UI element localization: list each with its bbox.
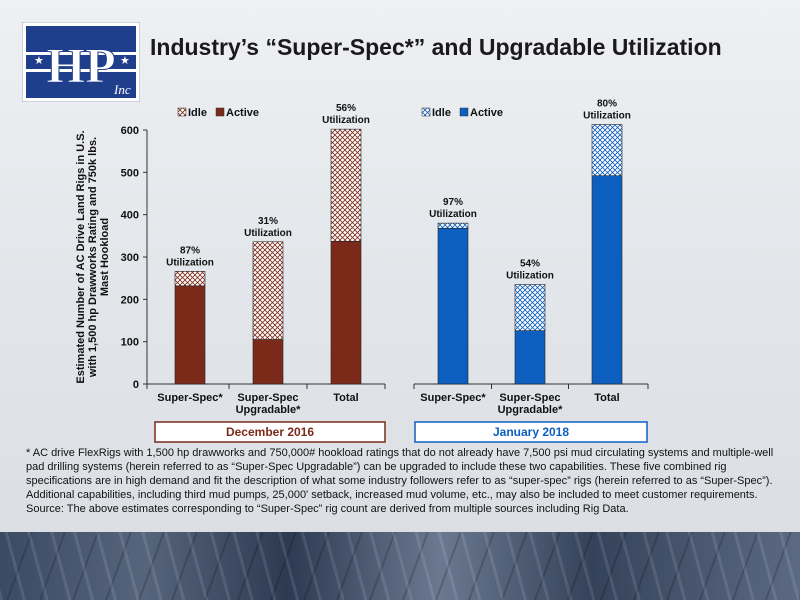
utilization-percent: 87% (180, 245, 200, 256)
x-tick-label: Upgradable* (498, 404, 564, 416)
y-tick-label: 0 (133, 379, 139, 391)
footnote-text: * AC drive FlexRigs with 1,500 hp drawwo… (26, 447, 774, 501)
utilization-label: Utilization (583, 110, 631, 121)
bar-active (252, 339, 284, 385)
utilization-percent: 56% (336, 103, 356, 114)
page-title: Industry’s “Super-Spec*” and Upgradable … (150, 34, 722, 60)
bar-active (591, 175, 623, 385)
y-axis-title-line: Estimated Number of AC Drive Land Rigs i… (75, 130, 87, 383)
y-axis-title-line: with 1,500 hp Drawworks Rating and 750k … (87, 137, 99, 378)
y-tick-label: 500 (121, 167, 139, 179)
bar-active (514, 330, 546, 385)
x-tick-label: Total (594, 392, 619, 404)
bar-idle (252, 241, 284, 340)
period-box (414, 421, 648, 443)
legend-swatch-active (215, 107, 225, 117)
legend-swatch-active (459, 107, 469, 117)
utilization-label: Utilization (429, 209, 477, 220)
utilization-percent: 31% (258, 216, 278, 227)
legend-label-idle: Idle (432, 107, 451, 119)
source-text: Source: The above estimates correspondin… (26, 503, 629, 515)
legend-label-active: Active (470, 107, 503, 119)
x-tick-label: Upgradable* (236, 404, 302, 416)
bar-idle (330, 128, 362, 242)
period-box (154, 421, 386, 443)
period-label: December 2016 (226, 425, 314, 439)
bar-active (174, 285, 206, 385)
utilization-label: Utilization (166, 257, 214, 268)
utilization-chart: 0 100 200 300 400 500 600 Estimated Number of A… (75, 98, 649, 443)
bar-active (437, 227, 469, 385)
legend-label-active: Active (226, 107, 259, 119)
y-tick-label: 100 (121, 337, 139, 349)
svg-text:★: ★ (120, 55, 130, 67)
y-axis-title-line: Mast Hookload (99, 218, 111, 296)
y-tick-label: 300 (121, 252, 139, 264)
utilization-percent: 97% (443, 197, 463, 208)
bar-idle (591, 124, 623, 177)
y-tick-label: 400 (121, 210, 139, 222)
period-label: January 2018 (493, 425, 569, 439)
bar-idle (514, 284, 546, 331)
x-tick-label: Super-Spec* (157, 392, 223, 404)
utilization-label: Utilization (506, 271, 554, 282)
bar-active (330, 241, 362, 385)
y-tick-label: 200 (121, 294, 139, 306)
footnote: * AC drive FlexRigs with 1,500 hp drawwo… (26, 446, 778, 516)
svg-text:Inc: Inc (113, 82, 131, 97)
x-tick-label: Super-Spec* (420, 392, 486, 404)
utilization-label: Utilization (244, 228, 292, 239)
utilization-label: Utilization (322, 115, 370, 126)
y-tick-label: 600 (121, 125, 139, 137)
legend-swatch-idle (421, 107, 431, 117)
utilization-percent: 54% (520, 259, 540, 270)
svg-text:HP: HP (46, 37, 115, 93)
bar-idle (174, 271, 206, 287)
decorative-rig-banner (0, 532, 800, 600)
utilization-percent: 80% (597, 98, 617, 109)
legend-swatch-idle (177, 107, 187, 117)
x-tick-label: Super-Spec (499, 392, 560, 404)
svg-text:★: ★ (34, 55, 44, 67)
x-tick-label: Super-Spec (237, 392, 298, 404)
x-tick-label: Total (333, 392, 358, 404)
hp-logo: HP Inc ★ ★ (21, 21, 141, 103)
bar-idle (437, 222, 469, 229)
legend-label-idle: Idle (188, 107, 207, 119)
